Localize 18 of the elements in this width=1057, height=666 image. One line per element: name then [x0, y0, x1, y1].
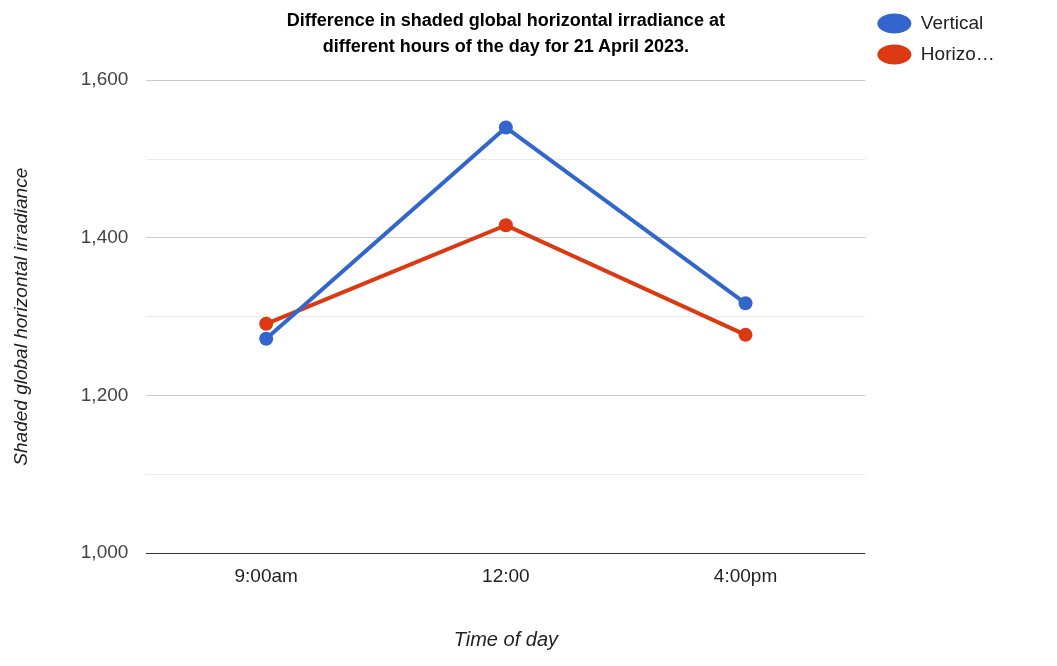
point	[498, 218, 513, 233]
legend-label: Horizo…	[920, 42, 1038, 64]
legend-label: Vertical	[920, 11, 1026, 33]
y-tick-label: 1,600	[80, 68, 129, 90]
point	[259, 331, 274, 346]
point	[738, 327, 753, 342]
y-tick-label: 1,000	[80, 541, 129, 563]
y-axis-title: Shaded global horizontal irradiance	[9, 167, 31, 466]
chart-title: Difference in shaded global horizontal irradiance at different hours of the day for 21 April 2023.	[286, 10, 725, 57]
x-axis-title: Time of day	[453, 627, 560, 650]
point	[259, 316, 274, 331]
point	[498, 120, 513, 135]
point	[738, 296, 753, 311]
x-tick-label: 12:00	[482, 564, 530, 586]
y-tick-label: 1,200	[80, 383, 129, 405]
y-tick-label: 1,400	[80, 226, 129, 248]
x-tick-label: 4:00pm	[713, 564, 778, 586]
x-tick-label: 9:00am	[234, 564, 298, 586]
